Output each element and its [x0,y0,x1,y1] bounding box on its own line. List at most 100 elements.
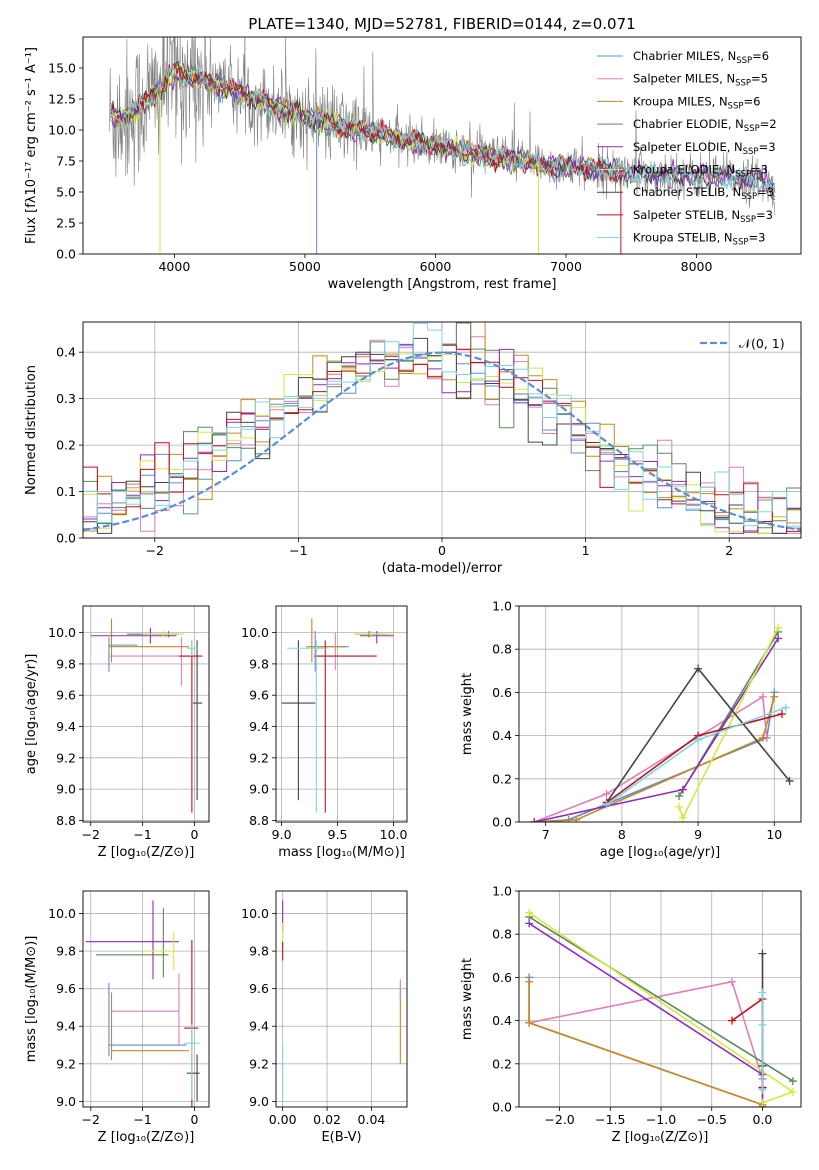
legend-tail: =3 [756,208,773,222]
x-tick-label: 0.02 [313,1112,341,1127]
y-tick-label: 12.5 [48,92,76,107]
series-marker [530,818,539,822]
panel-weight_vs_age: 7 8 9 10 0.0 0.2 0.4 0.6 0.8 1.0 age [log₁₀(age/yr… [460,599,802,860]
y-tick-label: 9.0 [56,1094,76,1109]
x-axis-label: mass [log₁₀(M/M⊙)] [278,845,405,860]
legend-label: Chabrier ELODIE, NSSP=2 [633,117,777,134]
x-tick-label: −1.0 [646,1112,676,1127]
x-tick-label: −1 [133,827,151,842]
y-tick-label: 0.8 [492,642,512,657]
legend-tail: =6 [752,49,769,63]
model-line-chabrier_stelib [111,60,776,200]
series-marker [602,789,611,798]
series-marker [774,634,783,643]
y-tick-label: 0.0 [492,1100,512,1115]
histogram-kroupa_stelib [83,322,801,527]
model-line-kroupa_stelib [111,64,776,196]
legend-label: Kroupa ELODIE, NSSP=3 [633,163,768,180]
legend-tail: =5 [751,72,768,86]
x-tick-label: 7 [542,827,550,842]
y-tick-label: 9.6 [249,981,269,996]
x-tick-label: 8000 [681,259,713,274]
legend-tail: =3 [751,163,768,177]
plot-area [525,908,797,1107]
series-line-salpeter_stelib [606,713,783,804]
y-tick-label: 2.5 [56,216,76,231]
plot-area [282,900,401,1102]
legend-label: Salpeter ELODIE, NSSP=3 [633,140,776,157]
y-axis-label: mass weight [460,958,475,1040]
y-tick-label: 0.2 [56,438,76,453]
series-marker [525,908,534,917]
series-marker [781,703,790,712]
y-tick-label: 10.0 [48,906,76,921]
y-tick-label: 10.0 [48,123,76,138]
y-tick-label: 9.6 [56,688,76,703]
series-line-chabrier_elodie [528,916,794,1082]
y-tick-label: 9.2 [249,750,269,765]
y-tick-label: 9.8 [56,656,76,671]
series-line-kroupa_miles [528,981,764,1107]
legend-text: Salpeter ELODIE, N [633,140,743,154]
x-tick-label: 9 [694,827,702,842]
series-line-kroupa_elodie [678,627,779,820]
legend-sub: SSP [736,56,752,66]
series-marker [758,1020,767,1029]
series-marker [758,988,767,997]
panel-age_vs_z: −2 −1 0 8.8 9.0 9.2 9.4 9.6 9.8 10.0 Z [log₁₀(Z/Z⊙… [24,605,210,860]
y-tick-label: 1.0 [492,599,512,614]
y-tick-label: 9.0 [249,782,269,797]
y-tick-label: 0.4 [492,728,512,743]
panel-weight_vs_z: −2.0 −1.5 −1.0 −0.5 0.0 0.0 0.2 0.4 0.6 0.8 1.0 Z [… [460,884,802,1145]
x-tick-label: 0.04 [358,1112,386,1127]
x-tick-label: −2 [82,1112,100,1127]
legend-label: Chabrier STELIB, NSSP=3 [633,185,774,202]
legend-sub: SSP [741,192,757,202]
legend-label: Kroupa MILES, NSSP=6 [633,94,760,111]
legend-sub: SSP [740,215,756,225]
y-tick-label: 9.4 [249,1019,269,1034]
x-axis-label: Z [log₁₀(Z/Z⊙)] [98,845,195,860]
y-tick-label: 9.8 [249,944,269,959]
x-axis-label: Z [log₁₀(Z/Z⊙)] [612,1130,709,1145]
y-tick-label: 9.4 [56,719,76,734]
axes-frame [82,605,210,823]
series-marker [758,1085,767,1094]
series-marker [758,733,767,742]
x-tick-label: 6000 [420,259,452,274]
y-tick-label: 9.8 [56,944,76,959]
legend-tail: =2 [760,117,777,131]
model-line-kroupa_elodie [111,62,541,175]
y-tick-label: 9.2 [249,1056,269,1071]
series-marker [788,1077,797,1086]
y-tick-label: 9.4 [56,1019,76,1034]
panel-spectrum: 4000 5000 6000 7000 8000 0.0 2.5 5.0 7.5 10.0 12.5… [24,36,802,292]
y-tick-label: 1.0 [492,884,512,899]
axes-frame [82,890,210,1108]
x-axis-label: E(B-V) [321,1130,361,1145]
series-line-salpeter_miles [528,980,764,1107]
legend-sub: SSP [744,124,760,134]
y-tick-label: 15.0 [48,61,76,76]
x-tick-label: −1 [133,1112,151,1127]
series-marker [572,815,581,822]
y-tick-label: 9.4 [249,719,269,734]
y-tick-label: 0.6 [492,685,512,700]
y-tick-label: 0.3 [56,391,76,406]
legend-text: Salpeter STELIB, N [633,208,740,222]
x-tick-label: 0.00 [269,1112,297,1127]
x-tick-label: 4000 [158,259,190,274]
x-tick-label: 0.0 [753,1112,773,1127]
y-tick-label: 9.8 [249,656,269,671]
series-line-salpeter_stelib [731,997,764,1088]
axes-frame [82,321,802,539]
legend-sub: SSP [735,170,751,180]
legend-label: Salpeter MILES, NSSP=5 [633,72,768,89]
x-tick-label: −2.0 [544,1112,574,1127]
y-tick-label: 9.2 [56,750,76,765]
x-tick-label: 10.0 [380,827,408,842]
x-tick-label: 0 [191,827,199,842]
axes-frame [518,890,802,1108]
